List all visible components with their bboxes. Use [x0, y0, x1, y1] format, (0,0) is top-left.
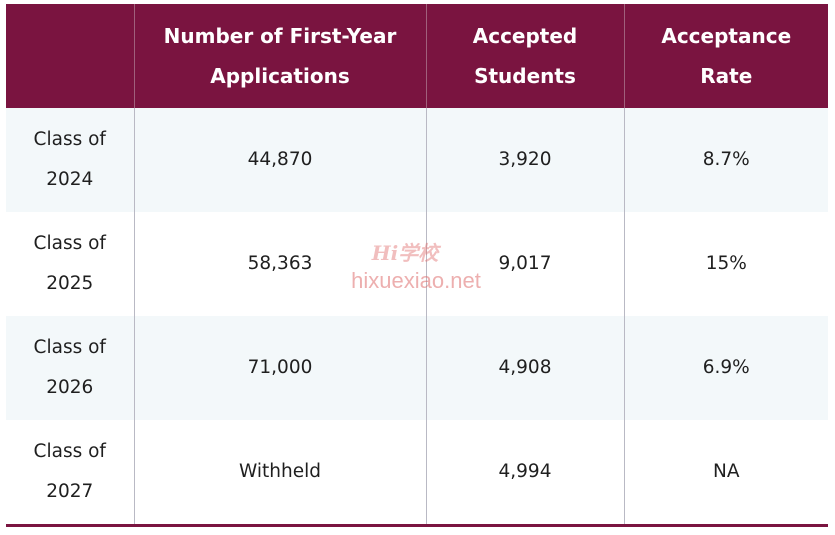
- header-rate-label: Acceptance Rate: [661, 24, 792, 88]
- applications-cell: 58,363: [134, 212, 427, 316]
- header-cell-empty: [6, 4, 135, 108]
- table-row: Class of 2024 44,870 3,920 8.7%: [6, 108, 828, 212]
- class-label: Class of 2024: [33, 129, 106, 190]
- class-cell: Class of 2024: [6, 108, 135, 212]
- rate-cell: NA: [624, 420, 828, 527]
- table-row: Class of 2025 58,363 9,017 15%: [6, 212, 828, 316]
- class-label: Class of 2027: [33, 441, 106, 502]
- class-cell: Class of 2027: [6, 420, 135, 527]
- table-row: Class of 2026 71,000 4,908 6.9%: [6, 316, 828, 420]
- accepted-cell: 4,994: [426, 420, 625, 527]
- accepted-cell: 9,017: [426, 212, 625, 316]
- class-label: Class of 2025: [33, 233, 106, 294]
- header-accepted-label: Accepted Students: [472, 24, 578, 88]
- class-cell: Class of 2026: [6, 316, 135, 420]
- rate-cell: 8.7%: [624, 108, 828, 212]
- applications-cell: 44,870: [134, 108, 427, 212]
- header-applications-label: Number of First-Year Applications: [163, 24, 397, 88]
- class-cell: Class of 2025: [6, 212, 135, 316]
- header-row: Number of First-Year Applications Accept…: [6, 4, 828, 108]
- applications-cell: 71,000: [134, 316, 427, 420]
- class-label: Class of 2026: [33, 337, 106, 398]
- header-cell-applications: Number of First-Year Applications: [134, 4, 427, 108]
- header-cell-rate: Acceptance Rate: [624, 4, 828, 108]
- table-row: Class of 2027 Withheld 4,994 NA: [6, 420, 828, 527]
- rate-cell: 6.9%: [624, 316, 828, 420]
- header-cell-accepted: Accepted Students: [426, 4, 625, 108]
- applications-cell: Withheld: [134, 420, 427, 527]
- accepted-cell: 3,920: [426, 108, 625, 212]
- rate-cell: 15%: [624, 212, 828, 316]
- admissions-table: Number of First-Year Applications Accept…: [6, 4, 828, 527]
- accepted-cell: 4,908: [426, 316, 625, 420]
